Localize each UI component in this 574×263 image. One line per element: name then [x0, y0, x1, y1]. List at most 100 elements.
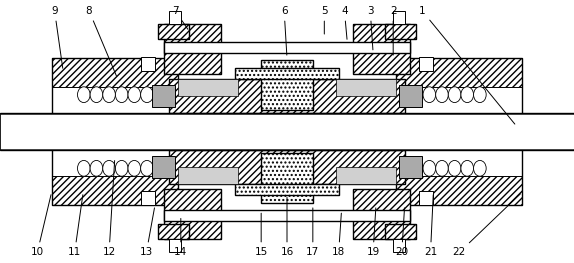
Ellipse shape: [474, 160, 486, 176]
Ellipse shape: [128, 160, 141, 176]
Text: 5: 5: [321, 6, 328, 34]
Bar: [353, 189, 410, 239]
Ellipse shape: [103, 87, 115, 103]
Ellipse shape: [461, 160, 474, 176]
Bar: [235, 68, 339, 79]
Text: 13: 13: [139, 208, 154, 257]
Bar: [385, 224, 416, 239]
Bar: [52, 58, 178, 87]
Bar: [385, 24, 416, 39]
Text: 10: 10: [31, 195, 51, 257]
Bar: [235, 68, 339, 79]
Bar: [164, 189, 221, 239]
Bar: [169, 79, 405, 113]
Ellipse shape: [141, 87, 153, 103]
Bar: [169, 150, 405, 184]
Bar: [261, 60, 313, 110]
Bar: [396, 58, 522, 205]
Bar: [158, 24, 189, 39]
Bar: [169, 11, 181, 24]
Ellipse shape: [436, 87, 448, 103]
Ellipse shape: [474, 87, 486, 103]
Bar: [141, 191, 155, 205]
Bar: [385, 24, 416, 39]
Bar: [336, 167, 396, 184]
Ellipse shape: [77, 87, 90, 103]
Text: 3: 3: [367, 6, 374, 50]
Bar: [169, 239, 181, 252]
Bar: [396, 176, 522, 205]
Text: 17: 17: [306, 208, 320, 257]
Text: 9: 9: [51, 6, 63, 68]
Bar: [399, 156, 422, 178]
Bar: [419, 57, 433, 71]
Ellipse shape: [410, 87, 423, 103]
Bar: [261, 153, 313, 203]
Bar: [261, 60, 313, 110]
Text: 8: 8: [86, 6, 117, 76]
Bar: [164, 42, 410, 53]
Text: 7: 7: [172, 6, 188, 29]
Bar: [52, 58, 178, 205]
Text: 20: 20: [395, 208, 408, 257]
Text: 2: 2: [390, 6, 397, 55]
Bar: [164, 189, 221, 239]
Bar: [393, 11, 405, 24]
Bar: [336, 79, 396, 96]
Text: 12: 12: [102, 161, 116, 257]
Bar: [419, 191, 433, 205]
Bar: [0, 113, 574, 150]
Bar: [158, 224, 189, 239]
Bar: [353, 189, 410, 239]
Text: 16: 16: [280, 198, 294, 257]
Text: 18: 18: [332, 213, 346, 257]
Bar: [169, 150, 405, 184]
Ellipse shape: [461, 87, 474, 103]
Ellipse shape: [103, 160, 115, 176]
Bar: [178, 167, 238, 184]
Text: 15: 15: [254, 213, 268, 257]
Ellipse shape: [77, 160, 90, 176]
Ellipse shape: [436, 160, 448, 176]
Bar: [178, 79, 238, 96]
Text: 6: 6: [281, 6, 288, 55]
Bar: [158, 224, 189, 239]
Ellipse shape: [115, 160, 128, 176]
Bar: [261, 153, 313, 203]
Bar: [399, 85, 422, 107]
Text: 1: 1: [418, 6, 515, 124]
Text: 4: 4: [341, 6, 348, 39]
Bar: [152, 156, 175, 178]
Ellipse shape: [448, 87, 461, 103]
Text: 21: 21: [424, 195, 437, 257]
Text: 11: 11: [68, 195, 83, 257]
Ellipse shape: [141, 160, 153, 176]
Bar: [0, 114, 574, 149]
Bar: [235, 184, 339, 195]
Bar: [393, 239, 405, 252]
Bar: [353, 24, 410, 74]
Bar: [169, 79, 405, 113]
Ellipse shape: [115, 87, 128, 103]
Ellipse shape: [423, 87, 436, 103]
Ellipse shape: [410, 160, 423, 176]
Ellipse shape: [90, 87, 103, 103]
Bar: [396, 58, 522, 87]
Ellipse shape: [90, 160, 103, 176]
Bar: [353, 24, 410, 74]
Bar: [52, 176, 178, 205]
Ellipse shape: [128, 87, 141, 103]
Bar: [158, 24, 189, 39]
Bar: [164, 24, 221, 74]
Bar: [141, 57, 155, 71]
Ellipse shape: [423, 160, 436, 176]
Bar: [235, 184, 339, 195]
Bar: [164, 24, 221, 74]
Ellipse shape: [448, 160, 461, 176]
Text: 14: 14: [174, 219, 188, 257]
Bar: [164, 210, 410, 221]
Bar: [152, 85, 175, 107]
Text: 22: 22: [452, 194, 521, 257]
Bar: [385, 224, 416, 239]
Text: 19: 19: [366, 208, 380, 257]
